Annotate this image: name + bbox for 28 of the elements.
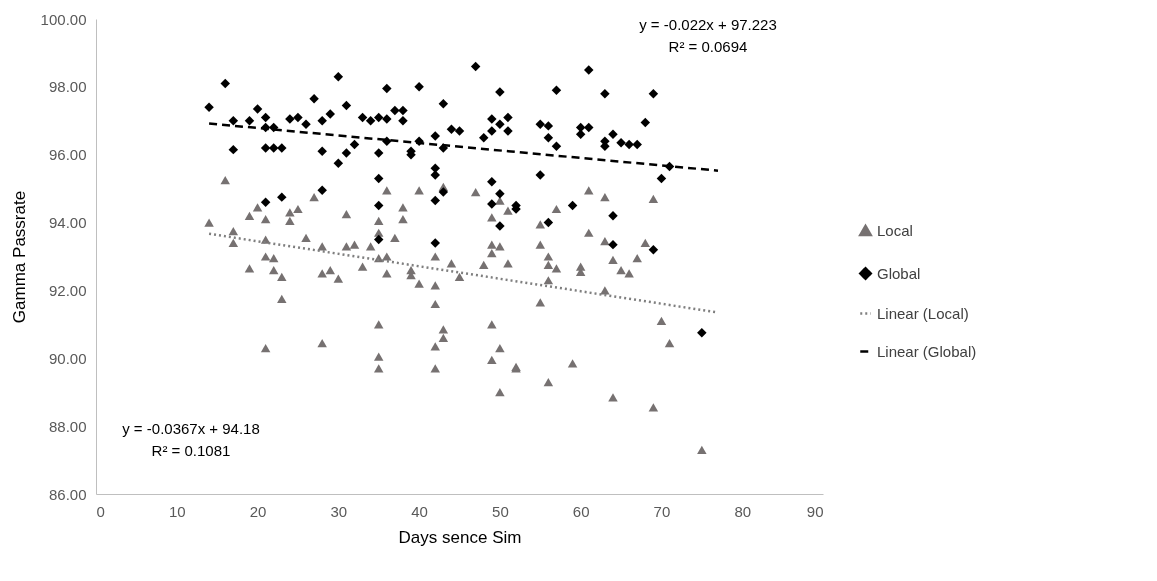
- legend-label: Local: [877, 221, 913, 239]
- y-tick-label: 92.00: [48, 281, 87, 299]
- x-axis-title: Days sence Sim: [398, 527, 522, 547]
- legend-label: Global: [877, 264, 921, 282]
- x-tick-label: 0: [96, 502, 105, 520]
- annotation: y = -0.0367x + 94.18: [122, 420, 260, 437]
- legend-label: Linear (Local): [877, 304, 969, 322]
- x-tick-label: 10: [168, 502, 186, 520]
- annotation: R² = 0.0694: [668, 38, 748, 55]
- annotation: R² = 0.1081: [151, 442, 231, 459]
- y-tick-label: 96.00: [48, 146, 87, 164]
- x-tick-label: 60: [572, 502, 590, 520]
- y-tick-label: 100.00: [40, 10, 87, 28]
- x-tick-label: 40: [411, 502, 428, 520]
- y-tick-label: 94.00: [48, 214, 87, 232]
- y-axis-title: Gamma Passrate: [9, 190, 29, 324]
- x-tick-label: 70: [653, 502, 671, 520]
- x-tick-label: 50: [492, 502, 509, 520]
- y-tick-label: 90.00: [48, 349, 87, 367]
- x-tick-label: 80: [734, 502, 752, 520]
- x-tick-label: 20: [249, 502, 267, 520]
- y-tick-label: 86.00: [48, 485, 87, 503]
- y-tick-label: 88.00: [48, 417, 87, 435]
- x-tick-label: 30: [330, 502, 348, 520]
- y-tick-label: 98.00: [48, 78, 87, 96]
- annotation: y = -0.022x + 97.223: [639, 16, 777, 33]
- legend-label: Linear (Global): [877, 342, 977, 360]
- x-tick-label: 90: [806, 502, 824, 520]
